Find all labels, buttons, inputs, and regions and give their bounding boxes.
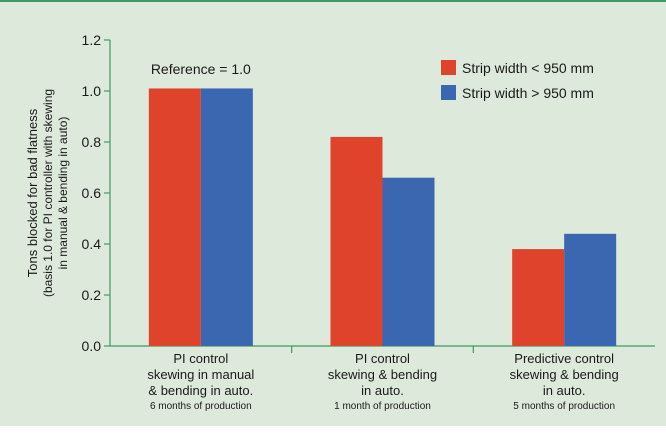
y-axis-title-line: (basis 1.0 for PI controller with skewin… bbox=[41, 89, 55, 297]
bar-wide-strip bbox=[564, 233, 617, 346]
y-tick-label: 0.6 bbox=[82, 185, 102, 201]
bar-wide-strip bbox=[200, 88, 253, 346]
y-tick-label: 0.4 bbox=[82, 236, 102, 252]
legend-label: Strip width > 950 mm bbox=[462, 85, 594, 101]
category-label-line: in auto. bbox=[361, 383, 404, 398]
y-tick-label: 1.2 bbox=[82, 32, 102, 48]
bar-narrow-strip bbox=[148, 88, 201, 346]
category-label-line: & bending in auto. bbox=[148, 383, 253, 398]
bar-wide-strip bbox=[382, 177, 435, 346]
legend-swatch bbox=[441, 85, 456, 100]
category-note: 5 months of production bbox=[513, 401, 615, 412]
category-label-line: skewing & bending bbox=[510, 367, 619, 382]
reference-annotation: Reference = 1.0 bbox=[151, 61, 251, 77]
category-label-line: PI control bbox=[173, 351, 228, 366]
y-tick-label: 1.0 bbox=[82, 83, 102, 99]
y-tick-label: 0.8 bbox=[82, 134, 102, 150]
category-note: 1 month of production bbox=[334, 401, 431, 412]
bar-narrow-strip bbox=[512, 249, 565, 346]
category-note: 6 months of production bbox=[150, 401, 252, 412]
category-label-line: skewing & bending bbox=[328, 367, 437, 382]
y-tick-label: 0.0 bbox=[82, 338, 102, 354]
legend-label: Strip width < 950 mm bbox=[462, 60, 594, 76]
category-label-line: Predictive control bbox=[514, 351, 614, 366]
y-tick-label: 0.2 bbox=[82, 287, 102, 303]
bar-narrow-strip bbox=[330, 136, 383, 346]
category-label-line: skewing in manual bbox=[147, 367, 254, 382]
category-label-line: PI control bbox=[355, 351, 410, 366]
category-label-line: in auto. bbox=[543, 383, 586, 398]
legend-swatch bbox=[441, 60, 456, 75]
y-axis-title-line: Tons blocked for bad flatness bbox=[25, 108, 40, 277]
y-axis-title-line: in manual & bending in auto) bbox=[56, 117, 70, 270]
